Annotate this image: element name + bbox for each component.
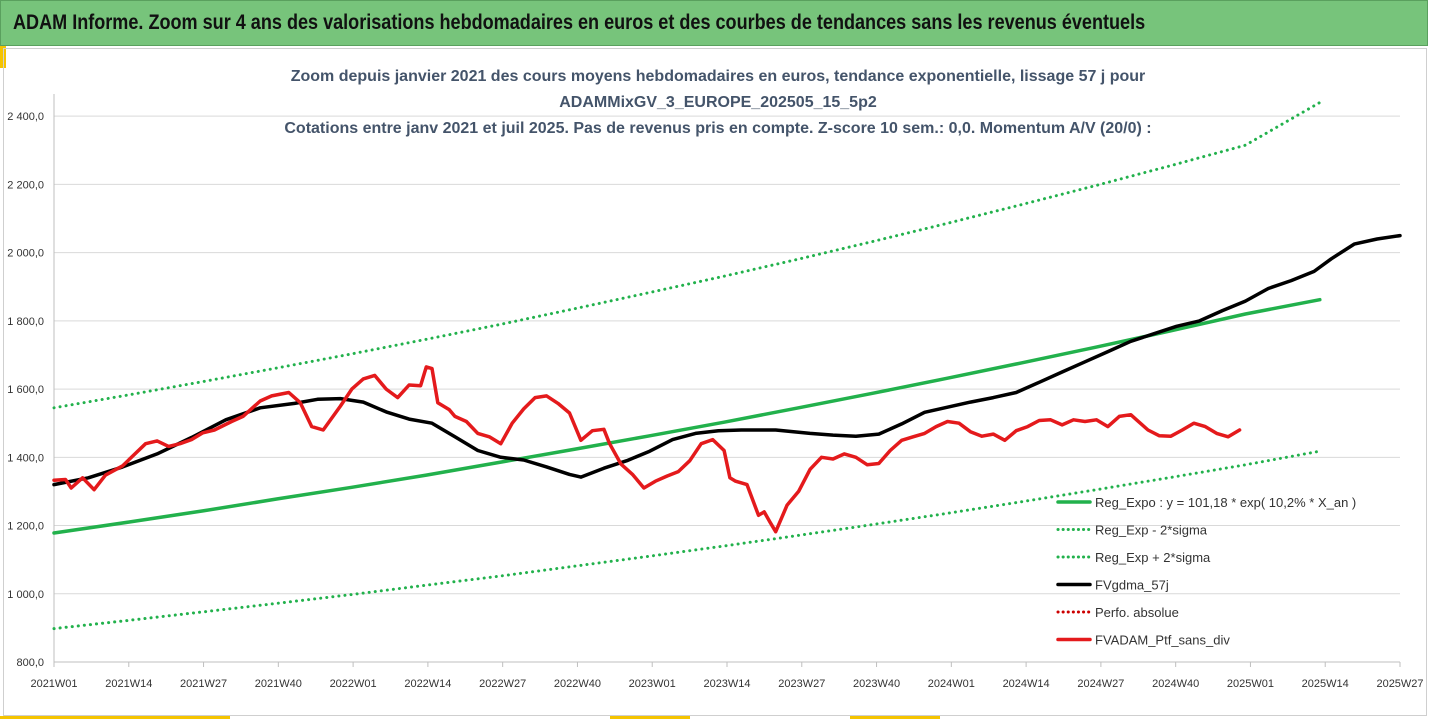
legend-label-1: Reg_Exp - 2*sigma [1095, 523, 1208, 538]
x-tick-label: 2021W01 [30, 678, 77, 690]
accent-bar [610, 716, 690, 719]
legend-label-5: FVADAM_Ptf_sans_div [1095, 633, 1230, 648]
x-tick-label: 2022W27 [479, 678, 526, 690]
chart-frame [3, 48, 1427, 716]
page-title: ADAM Informe. Zoom sur 4 ans des valoris… [13, 11, 1146, 34]
chart-title-line-3: Cotations entre janv 2021 et juil 2025. … [284, 120, 1151, 137]
x-tick-label: 2023W40 [853, 678, 900, 690]
y-tick-label: 1 600,0 [7, 384, 44, 396]
x-tick-label: 2023W01 [629, 678, 676, 690]
y-tick-label: 1 000,0 [7, 589, 44, 601]
x-tick-label: 2021W40 [255, 678, 302, 690]
series-layer [52, 101, 1402, 631]
header-banner: ADAM Informe. Zoom sur 4 ans des valoris… [0, 0, 1428, 46]
y-tick-label: 800,0 [16, 657, 44, 669]
legend-label-3: FVgdma_57j [1095, 578, 1169, 593]
y-tick-label: 2 400,0 [7, 111, 44, 123]
x-tick-label: 2025W27 [1376, 678, 1423, 690]
legend: Reg_Expo : y = 101,18 * exp( 10,2% * X_a… [1056, 495, 1356, 648]
accent-bar [0, 716, 230, 719]
y-tick-label: 2 000,0 [7, 248, 44, 260]
series-line-3 [52, 233, 1402, 487]
legend-label-4: Perfo. absolue [1095, 605, 1179, 620]
axes: 800,0 1 000,0 1 200,0 1 400,0 1 600,0 1 800,0… [7, 94, 1424, 690]
x-tick-label: 2021W27 [180, 678, 227, 690]
accent-bar [850, 716, 940, 719]
chart-title-line-1: Zoom depuis janvier 2021 des cours moyen… [291, 68, 1146, 85]
x-tick-label: 2023W27 [778, 678, 825, 690]
x-tick-label: 2022W01 [330, 678, 377, 690]
series-line-5 [52, 365, 1242, 534]
x-tick-label: 2023W14 [703, 678, 750, 690]
x-tick-label: 2024W27 [1077, 678, 1124, 690]
x-tick-label: 2022W40 [554, 678, 601, 690]
x-tick-label: 2025W14 [1302, 678, 1349, 690]
series-line-1 [52, 449, 1322, 631]
x-tick-label: 2021W14 [105, 678, 152, 690]
x-tick-label: 2024W40 [1152, 678, 1199, 690]
series-line-0 [52, 297, 1322, 535]
y-tick-label: 1 200,0 [7, 521, 44, 533]
x-tick-label: 2025W01 [1227, 678, 1274, 690]
y-tick-label: 2 200,0 [7, 179, 44, 191]
legend-label-0: Reg_Expo : y = 101,18 * exp( 10,2% * X_a… [1095, 495, 1356, 510]
y-tick-label: 1 400,0 [7, 452, 44, 464]
x-tick-label: 2024W14 [1003, 678, 1050, 690]
x-tick-label: 2024W01 [928, 678, 975, 690]
grid [54, 115, 1400, 663]
y-tick-label: 1 800,0 [7, 316, 44, 328]
legend-label-2: Reg_Exp + 2*sigma [1095, 550, 1211, 565]
series-line-2 [52, 101, 1322, 410]
chart-title-line-2: ADAMMixGV_3_EUROPE_202505_15_5p2 [559, 94, 877, 111]
x-tick-label: 2022W14 [404, 678, 451, 690]
